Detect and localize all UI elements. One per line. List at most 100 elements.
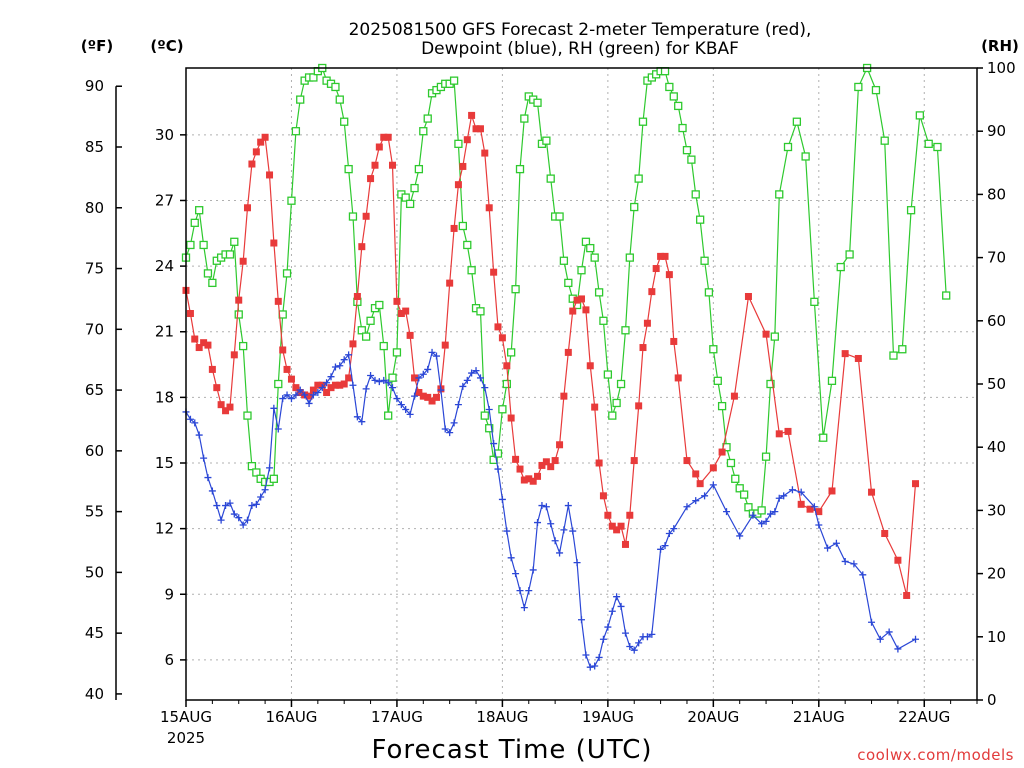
fahrenheit-tick-label: 85 <box>85 138 104 156</box>
rh-point <box>384 411 393 420</box>
rh-tick-label: 30 <box>987 501 1006 519</box>
temperature-point <box>573 296 581 304</box>
fahrenheit-tick-label: 45 <box>85 624 104 642</box>
rh-point <box>230 237 239 246</box>
dewpoint-point <box>788 486 796 494</box>
rh-point <box>282 269 292 278</box>
temperature-point <box>424 393 432 401</box>
x-tick-label: 17AUG <box>371 708 423 726</box>
rh-tick-label: 0 <box>987 691 997 709</box>
dewpoint-point <box>859 571 867 579</box>
dewpoint-point <box>547 520 555 528</box>
rh-point <box>770 332 779 341</box>
rh-point <box>766 379 775 389</box>
temperature-point <box>709 464 717 472</box>
rh-point <box>190 218 199 227</box>
dewpoint-point <box>208 487 216 495</box>
dewpoint-point <box>723 508 731 516</box>
temperature-point <box>186 310 194 318</box>
rh-point <box>480 411 489 420</box>
fahrenheit-tick-label: 65 <box>85 381 104 399</box>
dewpoint-point <box>406 410 414 418</box>
rh-tick-label: 100 <box>987 59 1016 77</box>
rh-point <box>744 503 753 512</box>
dewpoint-point <box>472 367 480 375</box>
rh-point <box>410 183 419 193</box>
celsius-tick-label: 9 <box>164 585 174 603</box>
rh-tick-label: 40 <box>987 438 1006 456</box>
dewpoint-point <box>832 539 840 547</box>
temperature-point <box>230 351 238 359</box>
temperature-point <box>775 430 783 438</box>
dewpoint-point <box>617 602 625 610</box>
rh-point <box>454 139 463 148</box>
rh-point <box>291 127 301 136</box>
dewpoint-point <box>411 392 419 400</box>
rh-point <box>669 92 678 101</box>
dewpoint-point <box>331 363 339 371</box>
rh-point <box>717 401 727 411</box>
dewpoint-point <box>235 514 243 522</box>
credit-text: coolwx.com/models <box>857 746 1014 764</box>
fahrenheit-unit-label: (ºF) <box>81 37 113 55</box>
temperature-point <box>257 138 265 146</box>
dewpoint-point <box>538 502 546 510</box>
dewpoint-point <box>766 510 774 518</box>
dewpoint-point <box>665 529 673 537</box>
dewpoint-point <box>397 401 405 409</box>
temperature-point <box>608 522 616 530</box>
dewpoint-point <box>643 633 651 641</box>
temperature-point <box>270 239 278 247</box>
rh-point <box>630 202 639 212</box>
dewpoint-point <box>292 391 300 399</box>
dewpoint-point <box>428 348 436 356</box>
x-tick-label: 22AUG <box>898 708 950 726</box>
rh-point <box>243 411 252 420</box>
x-tick-label: 15AUG <box>160 708 212 726</box>
temperature-point <box>195 344 203 352</box>
rh-point <box>616 379 626 389</box>
temperature-point <box>217 401 225 409</box>
dewpoint-point <box>222 502 230 510</box>
temperature-point <box>200 339 208 347</box>
dewpoint-point <box>371 376 379 384</box>
temperature-point <box>314 381 322 389</box>
temperature-point <box>560 392 568 400</box>
celsius-tick-label: 24 <box>155 257 174 275</box>
rh-point <box>423 114 432 123</box>
rh-point <box>493 449 503 458</box>
temperature-point <box>446 279 454 287</box>
temperature-point <box>617 522 625 530</box>
rh-point <box>498 405 507 414</box>
dewpoint-point <box>318 384 326 392</box>
rh-point <box>199 240 208 250</box>
rh-point <box>713 376 722 385</box>
grid <box>186 68 977 700</box>
temperature-point <box>556 441 564 449</box>
rh-point <box>889 351 898 360</box>
chart-title-line-1: 2025081500 GFS Forecast 2-meter Temperat… <box>349 20 812 40</box>
dewpoint-point <box>424 365 432 373</box>
series-line <box>185 351 916 668</box>
rh-point <box>401 193 410 202</box>
rh-point <box>186 240 195 250</box>
rh-point <box>906 206 916 215</box>
rh-point <box>915 111 924 120</box>
temperature-point <box>362 212 370 220</box>
temperature-point <box>305 392 313 400</box>
rh-point <box>357 326 366 335</box>
rh-tick-label: 50 <box>987 375 1006 393</box>
temperature-point <box>208 365 216 373</box>
dewpoint-point <box>556 549 564 557</box>
temperature-point <box>406 331 414 339</box>
dewpoint-point <box>569 527 577 535</box>
rh-point <box>898 345 907 354</box>
temperature-point <box>520 476 528 484</box>
dewpoint-point <box>252 500 260 508</box>
dewpoint-point <box>463 376 471 384</box>
rh-point <box>335 95 344 104</box>
axes: 40 45 50 55 60 65 70 75 80 85 90 6 9 12 15 18 21 24 27 30 0 1… <box>85 59 1016 726</box>
dewpoint-point <box>200 454 208 462</box>
temperature-point <box>402 307 410 315</box>
